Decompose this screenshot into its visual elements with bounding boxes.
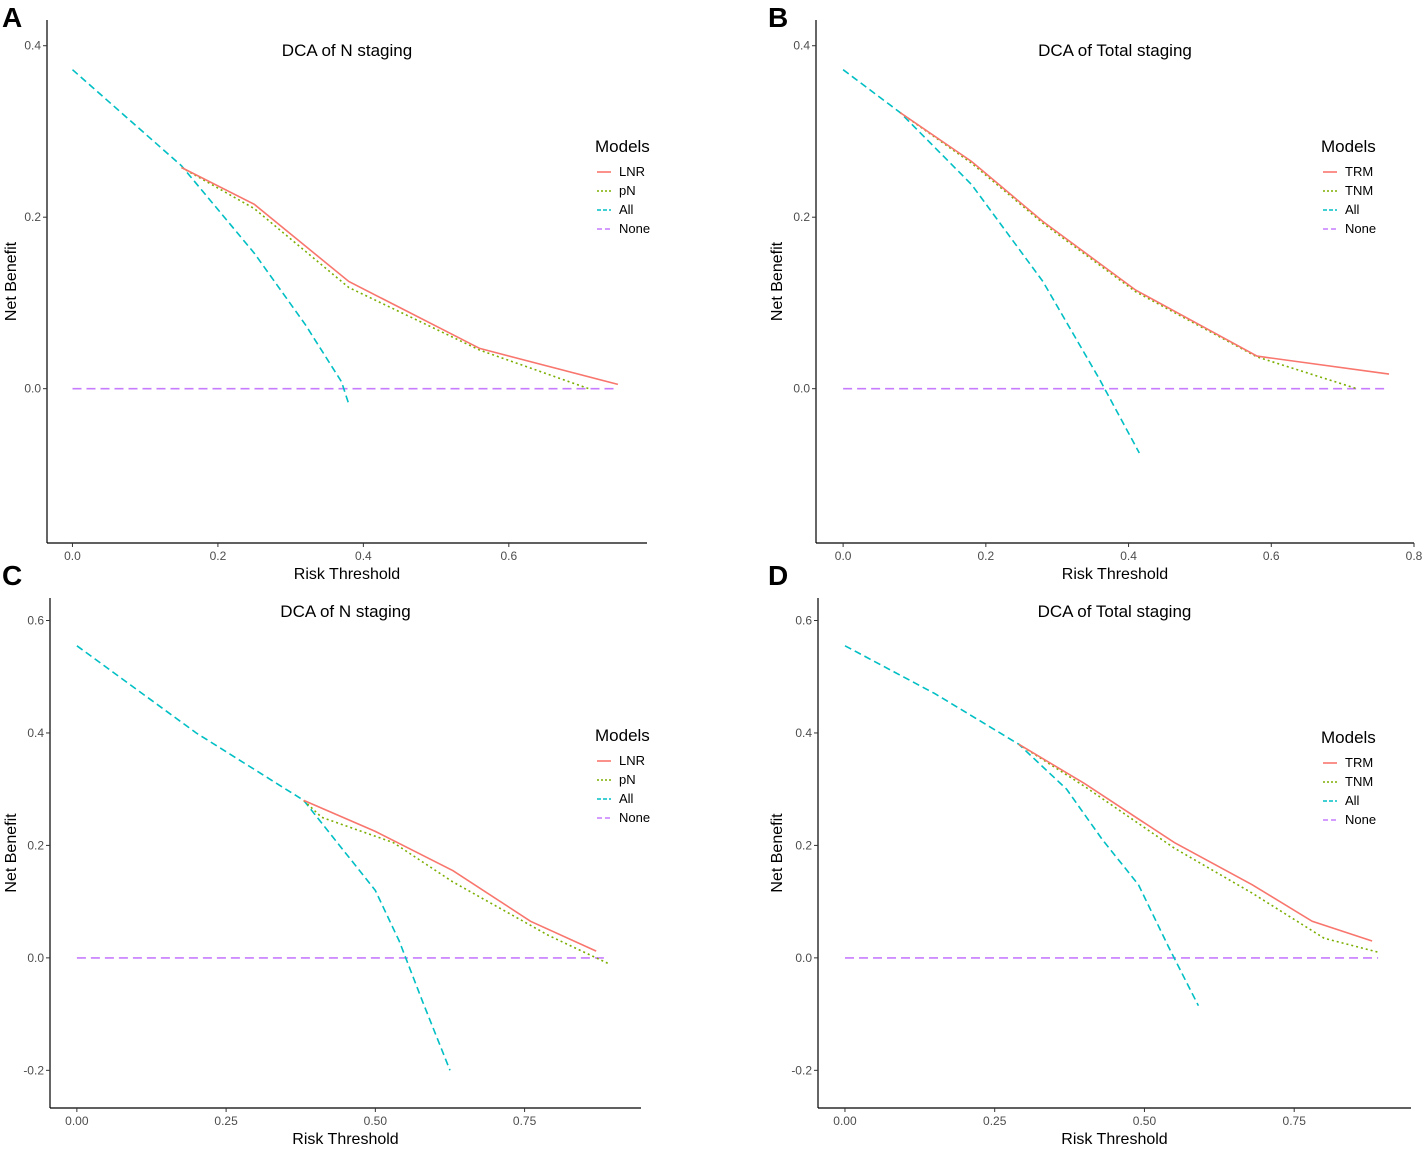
x-tick-label: 0.00 <box>833 1114 857 1128</box>
plot-title: DCA of Total staging <box>1038 41 1192 60</box>
y-tick-label: -0.2 <box>23 1063 44 1077</box>
legend-label: None <box>1345 812 1376 827</box>
x-tick-label: 0.50 <box>1133 1114 1157 1128</box>
x-tick-label: 0.4 <box>355 549 372 563</box>
legend-label: pN <box>619 183 636 198</box>
legend-label: None <box>1345 221 1376 236</box>
y-tick-label: 0.2 <box>27 838 44 852</box>
legend-label: TRM <box>1345 755 1373 770</box>
x-tick-label: 0.0 <box>835 549 852 563</box>
x-tick-label: 0.4 <box>1120 549 1137 563</box>
y-tick-label: 0.0 <box>793 382 810 396</box>
x-axis-title: Risk Threshold <box>294 566 400 583</box>
y-tick-label: 0.2 <box>795 838 812 852</box>
legend-label: LNR <box>619 164 645 179</box>
plot-title: DCA of Total staging <box>1038 602 1192 621</box>
y-axis-title: Net Benefit <box>3 241 20 321</box>
legend-label: TNM <box>1345 183 1373 198</box>
series-line-all <box>71 69 350 405</box>
y-tick-label: 0.2 <box>793 210 810 224</box>
x-tick-label: 0.75 <box>513 1114 537 1128</box>
legend-title: Models <box>595 726 650 745</box>
y-tick-label: 0.4 <box>795 726 812 740</box>
series-line-trm <box>899 111 1390 375</box>
legend-label: TRM <box>1345 164 1373 179</box>
panel-b: B 0.0 0.2 0.4 0.6 0.8 0.0 0.2 0.4 Risk Threshold… <box>766 0 1427 583</box>
x-axis-title: Risk Threshold <box>292 1131 398 1148</box>
y-axis-title: Net Benefit <box>3 813 20 893</box>
x-axis-title: Risk Threshold <box>1061 1131 1167 1148</box>
y-tick-label: 0.6 <box>27 613 44 627</box>
y-tick-label: 0.0 <box>795 951 812 965</box>
x-tick-label: 0.00 <box>65 1114 89 1128</box>
panel-letter: A <box>2 2 23 33</box>
x-tick-label: 0.75 <box>1283 1114 1307 1128</box>
legend-label: pN <box>619 772 636 787</box>
y-tick-label: 0.4 <box>793 39 810 53</box>
x-tick-label: 0.2 <box>977 549 994 563</box>
series-line-trm <box>1018 743 1373 942</box>
panel-a: A 0.0 0.2 0.4 0.6 0.0 0.2 0.4 Risk Threshold Net… <box>0 0 714 583</box>
legend-label: TNM <box>1345 774 1373 789</box>
y-tick-label: 0.2 <box>24 210 41 224</box>
series-line-all <box>844 645 1200 1007</box>
panel-d: D 0.00 0.25 0.50 0.75 -0.2 0.0 0.2 0.4 0.6 Risk T… <box>766 560 1427 1152</box>
y-tick-label: 0.0 <box>24 382 41 396</box>
legend-label: None <box>619 810 650 825</box>
series-line-tnm <box>1018 743 1379 953</box>
plot-title: DCA of N staging <box>282 41 412 60</box>
series-line-all <box>76 645 451 1071</box>
legend-title: Models <box>1321 728 1376 747</box>
x-tick-label: 0.0 <box>64 549 81 563</box>
series-line-all <box>842 69 1141 454</box>
series-line-pn <box>181 166 590 390</box>
x-tick-label: 0.8 <box>1406 549 1423 563</box>
chart-b: 0.0 0.2 0.4 0.6 0.8 0.0 0.2 0.4 Risk Threshold Ne… <box>769 20 1423 583</box>
panel-c: C 0.00 0.25 0.50 0.75 -0.2 0.0 0.2 0.4 0.6 Risk T… <box>0 560 714 1152</box>
panel-letter: B <box>768 2 789 33</box>
x-tick-label: 0.25 <box>214 1114 238 1128</box>
legend-label: None <box>619 221 650 236</box>
chart-d: 0.00 0.25 0.50 0.75 -0.2 0.0 0.2 0.4 0.6 Risk Thr… <box>769 598 1411 1148</box>
plot-title: DCA of N staging <box>280 602 410 621</box>
y-tick-label: 0.4 <box>24 39 41 53</box>
legend-label: All <box>1345 793 1360 808</box>
legend-title: Models <box>1321 137 1376 156</box>
x-tick-label: 0.6 <box>500 549 517 563</box>
chart-c: 0.00 0.25 0.50 0.75 -0.2 0.0 0.2 0.4 0.6 Risk Thr… <box>3 598 650 1148</box>
legend-label: All <box>619 202 634 217</box>
chart-a: 0.0 0.2 0.4 0.6 0.0 0.2 0.4 Risk Threshold Net B… <box>3 20 650 583</box>
series-line-pn <box>303 799 609 965</box>
x-tick-label: 0.6 <box>1263 549 1280 563</box>
y-axis-title: Net Benefit <box>769 241 786 321</box>
panel-letter: C <box>2 560 23 591</box>
legend-title: Models <box>595 137 650 156</box>
y-tick-label: -0.2 <box>791 1063 812 1077</box>
x-tick-label: 0.50 <box>364 1114 388 1128</box>
series-line-tnm <box>899 111 1358 390</box>
legend-label: All <box>619 791 634 806</box>
series-line-lnr <box>181 166 619 386</box>
legend-label: LNR <box>619 753 645 768</box>
panel-letter: D <box>768 560 789 591</box>
series-line-lnr <box>303 799 597 952</box>
x-tick-label: 0.2 <box>210 549 227 563</box>
x-tick-label: 0.25 <box>983 1114 1007 1128</box>
y-axis-title: Net Benefit <box>769 813 786 893</box>
y-tick-label: 0.4 <box>27 726 44 740</box>
legend-label: All <box>1345 202 1360 217</box>
x-axis-title: Risk Threshold <box>1062 566 1168 583</box>
y-tick-label: 0.0 <box>27 951 44 965</box>
y-tick-label: 0.6 <box>795 613 812 627</box>
